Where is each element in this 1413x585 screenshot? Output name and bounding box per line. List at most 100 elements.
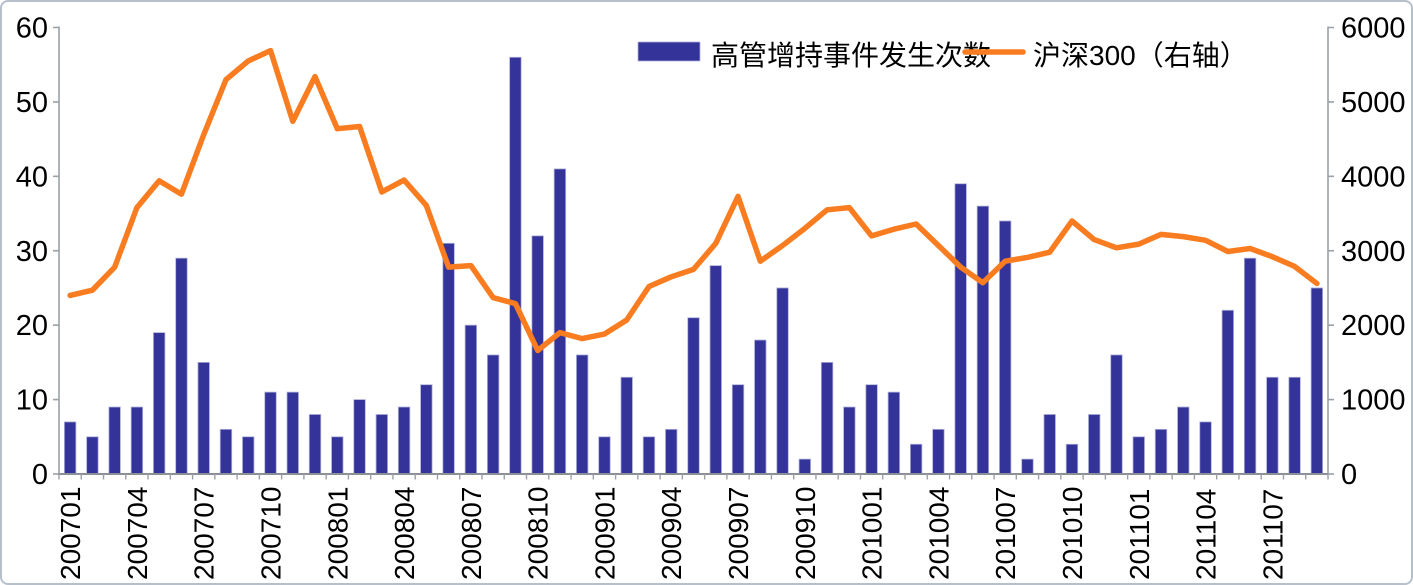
legend-bar-swatch <box>637 41 701 62</box>
bar <box>464 324 478 475</box>
x-tick-label: 201101 <box>1124 489 1155 580</box>
x-tick-label: 200901 <box>589 487 620 580</box>
bar <box>242 436 255 475</box>
right-tick-label: 3000 <box>1341 236 1406 268</box>
bar <box>687 317 700 475</box>
legend-line-label: 沪深300（右轴） <box>1033 40 1248 71</box>
bar <box>1221 309 1234 475</box>
bar <box>375 414 388 475</box>
x-tick-label: 201104 <box>1191 489 1222 580</box>
bar <box>130 406 144 475</box>
x-tick-label: 200910 <box>790 487 821 580</box>
bar <box>909 443 923 475</box>
bar <box>1243 257 1257 475</box>
bar <box>531 235 544 475</box>
x-tick-label: 200807 <box>456 487 487 580</box>
csi300-line <box>67 47 1320 354</box>
bar <box>642 436 656 475</box>
bar <box>175 257 188 475</box>
right-tick-label: 6000 <box>1341 13 1406 45</box>
bar <box>1288 376 1301 475</box>
x-tick-label: 200704 <box>122 487 153 580</box>
right-tick-label: 0 <box>1341 459 1357 491</box>
bar <box>709 265 722 475</box>
x-tick-label: 201001 <box>857 487 888 580</box>
bar-series <box>63 56 1324 475</box>
bar <box>932 428 945 475</box>
bar <box>887 391 901 475</box>
bar <box>353 399 366 475</box>
bar <box>442 242 455 475</box>
bar <box>820 361 834 475</box>
bar <box>197 361 210 475</box>
left-tick-label: 20 <box>16 310 48 342</box>
legend: 高管增持事件发生次数 沪深300（右轴） <box>637 40 1248 71</box>
x-tick-label: 200801 <box>322 487 353 580</box>
bar <box>776 287 789 475</box>
bar <box>308 414 322 475</box>
bar <box>1154 428 1168 475</box>
x-tick-label: 200707 <box>189 487 220 580</box>
bar <box>665 428 678 475</box>
x-tick-label: 201004 <box>923 487 954 580</box>
bar <box>754 339 767 475</box>
x-tick-label: 200810 <box>523 487 554 580</box>
bar <box>1043 414 1056 475</box>
bar <box>598 436 611 475</box>
left-tick-label: 30 <box>16 236 48 268</box>
right-tick-label: 4000 <box>1341 161 1406 193</box>
bar <box>1065 443 1079 475</box>
bar <box>264 391 277 475</box>
right-tick-label: 2000 <box>1341 310 1406 342</box>
bar <box>731 384 745 475</box>
x-tick-label: 200804 <box>389 487 420 580</box>
bar <box>486 354 500 475</box>
bar <box>63 421 77 475</box>
left-tick-label: 40 <box>16 161 48 193</box>
bar <box>1088 414 1101 475</box>
bar <box>954 183 967 475</box>
x-tick-label: 200710 <box>256 487 287 580</box>
left-tick-label: 50 <box>16 87 48 119</box>
bar <box>1199 421 1212 475</box>
bar <box>1177 406 1190 475</box>
left-tick-label: 0 <box>32 459 48 491</box>
legend-bar-label: 高管增持事件发生次数 <box>711 40 991 71</box>
bar <box>331 436 344 475</box>
bar <box>1132 436 1145 475</box>
bar <box>420 384 433 475</box>
left-axis-labels: 0 10 20 30 40 50 60 <box>16 13 59 491</box>
bar <box>620 376 633 475</box>
bar <box>1310 287 1324 475</box>
x-tick-label: 201010 <box>1057 487 1088 580</box>
bar <box>843 406 856 475</box>
left-tick-label: 60 <box>16 13 48 45</box>
bar <box>286 391 299 475</box>
bar <box>509 56 522 475</box>
right-axis-labels: 0 1000 2000 3000 4000 5000 6000 <box>1328 13 1406 491</box>
bar <box>219 428 233 475</box>
bar <box>553 168 567 475</box>
x-axis-ticks <box>58 474 1329 480</box>
bar <box>153 332 166 475</box>
bar <box>576 354 589 475</box>
right-tick-label: 5000 <box>1341 87 1406 119</box>
x-tick-label: 200904 <box>656 487 687 580</box>
bar <box>397 406 411 475</box>
bar <box>976 205 990 475</box>
bar <box>1021 458 1034 475</box>
x-tick-label: 200701 <box>55 487 86 580</box>
bar <box>1266 376 1279 475</box>
bar <box>86 436 99 475</box>
x-tick-label: 201007 <box>990 487 1021 580</box>
bar <box>865 384 878 475</box>
right-tick-label: 1000 <box>1341 385 1406 417</box>
left-tick-label: 10 <box>16 385 48 417</box>
x-tick-label: 200907 <box>723 487 754 580</box>
bar <box>108 406 121 475</box>
x-tick-label: 201107 <box>1257 489 1288 580</box>
x-axis-labels: 200701 200704 200707 200710 200801 200804 2008… <box>55 487 1288 580</box>
bar <box>1110 354 1123 475</box>
